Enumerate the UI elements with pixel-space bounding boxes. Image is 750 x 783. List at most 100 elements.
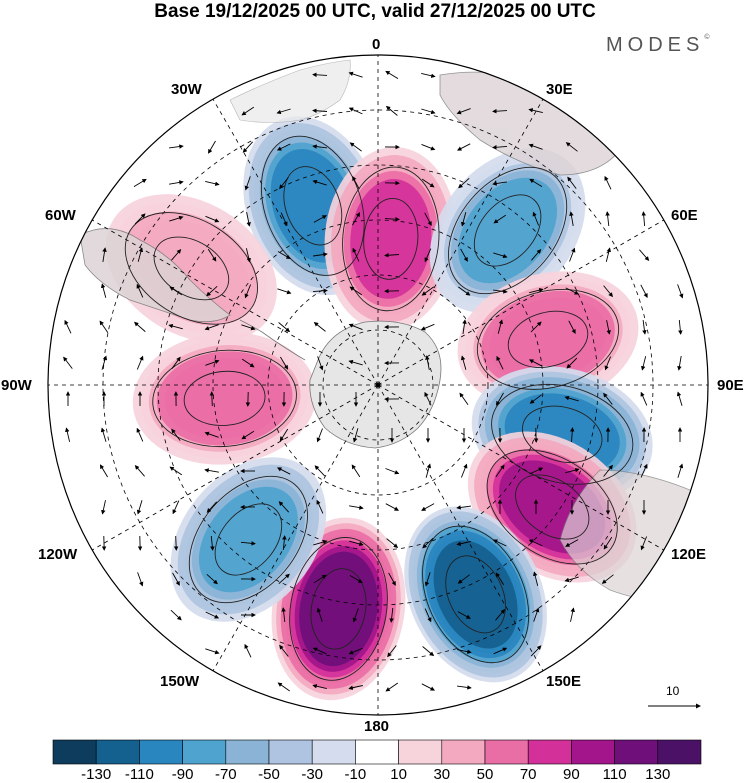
colorbar-swatch — [182, 739, 227, 765]
wind-vector — [496, 392, 504, 406]
streamline-loop — [342, 166, 440, 312]
lon-label-120e: 120E — [671, 546, 707, 563]
wind-vector — [279, 428, 289, 442]
wind-vector — [244, 284, 252, 299]
streamline-loop — [445, 555, 506, 634]
wind-vector — [205, 180, 220, 186]
latitude-circle — [267, 274, 489, 496]
wind-vector — [313, 215, 327, 223]
map-title: Base 19/12/2025 00 UTC, valid 27/12/2025… — [154, 1, 596, 22]
wind-vector — [277, 682, 290, 692]
wind-vector — [460, 355, 467, 370]
wind-vector — [173, 535, 179, 551]
wind-vector — [169, 180, 184, 185]
wind-vector — [352, 428, 359, 443]
wind-vector — [564, 395, 579, 402]
lon-label-150e: 150E — [546, 673, 582, 690]
wind-vector — [169, 466, 183, 476]
meridian-line — [377, 384, 664, 551]
wind-vector — [279, 644, 289, 657]
wind-vector — [528, 143, 543, 150]
wind-vector — [457, 574, 470, 584]
streamline-loop — [124, 212, 258, 325]
wind-vector — [385, 70, 399, 79]
wind-vector — [312, 72, 328, 78]
wind-vector — [458, 177, 470, 189]
colorbar-tick-label: 10 — [390, 766, 407, 783]
wind-vector — [565, 287, 580, 295]
meridian-line — [212, 384, 379, 671]
wind-vector — [459, 392, 469, 405]
colorbar-swatch — [355, 739, 399, 765]
wind-vector — [101, 500, 106, 515]
wind-vector — [277, 467, 291, 475]
colorbar-tick-label: 30 — [433, 766, 451, 783]
colorbar-tick-label: 130 — [645, 766, 671, 783]
wind-vector — [204, 431, 219, 438]
lon-label-180: 180 — [364, 718, 390, 735]
wind-vector — [241, 324, 256, 331]
wind-vector — [313, 252, 328, 257]
wind-vector — [280, 212, 288, 227]
wind-vector — [604, 356, 612, 371]
wind-vector — [349, 142, 362, 152]
wind-vector — [424, 248, 432, 263]
wind-vector — [640, 356, 647, 371]
colorbar-tick-label: -10 — [344, 766, 367, 783]
wind-vector — [533, 607, 540, 622]
wind-vector — [456, 108, 471, 115]
wind-vector — [530, 645, 542, 657]
wind-vector — [497, 319, 504, 334]
colorbar-tick-label: 90 — [563, 766, 580, 783]
wind-vector — [280, 356, 289, 370]
wind-vector — [456, 505, 471, 510]
wind-vector — [348, 107, 363, 115]
wind-vector — [456, 541, 471, 546]
wind-vector — [244, 643, 252, 658]
wind-vector — [278, 322, 291, 333]
wind-vector — [603, 536, 613, 550]
wind-vector — [677, 284, 684, 299]
reference-vector-label: 10 — [666, 684, 680, 698]
wind-vector — [425, 463, 432, 478]
wind-vector — [493, 289, 508, 294]
anomaly-high-near-75E — [457, 271, 639, 408]
wind-vector — [312, 684, 327, 690]
wind-vector — [208, 140, 216, 154]
lon-label-30w: 30W — [171, 81, 202, 98]
wind-vector — [425, 355, 430, 370]
colorbar-swatch — [441, 739, 486, 765]
wind-vector — [205, 611, 220, 619]
wind-vector — [529, 467, 544, 475]
wind-vector — [492, 181, 507, 186]
wind-vector — [349, 540, 364, 547]
wind-vector — [565, 539, 579, 547]
wind-vector — [493, 214, 507, 224]
wind-vectors — [63, 70, 684, 692]
wind-vector — [279, 177, 289, 190]
colorbar-swatch — [657, 739, 702, 765]
wind-vector — [604, 175, 612, 190]
streamline-loop — [310, 568, 367, 650]
wind-vector — [348, 685, 363, 690]
wind-vector — [349, 575, 363, 583]
wind-vector — [421, 72, 436, 78]
wind-vector — [640, 284, 648, 298]
streamline-loop — [486, 449, 618, 565]
wind-vector — [312, 179, 327, 186]
wind-vector — [171, 249, 182, 261]
wind-vector — [421, 286, 434, 296]
meridian-line — [92, 384, 379, 551]
wind-vector — [207, 248, 217, 262]
streamline-loop — [491, 383, 634, 485]
wind-vector — [348, 71, 363, 78]
wind-vector — [603, 285, 613, 298]
wind-vector — [277, 251, 291, 259]
wind-vector — [421, 143, 436, 151]
wind-vector — [422, 646, 435, 657]
wind-vector — [570, 607, 575, 622]
wind-vector — [492, 108, 508, 114]
wind-vector — [313, 574, 327, 584]
lon-label-30e: 30E — [546, 81, 573, 98]
wind-vector — [424, 608, 432, 623]
